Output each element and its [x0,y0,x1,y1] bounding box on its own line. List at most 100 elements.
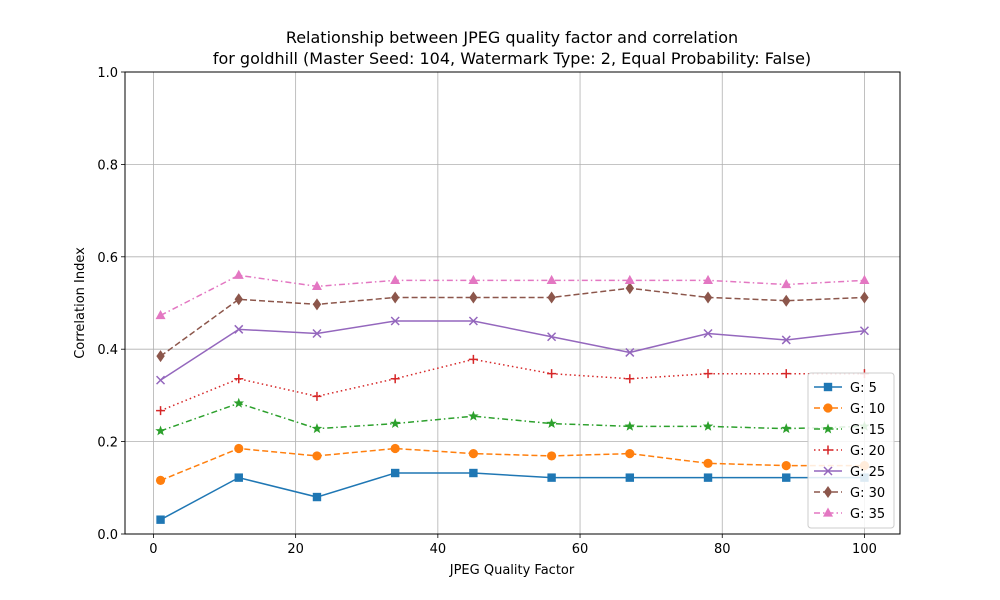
data-point [233,397,244,408]
y-tick-label: 0.6 [97,251,118,266]
series-4 [156,354,869,416]
data-point [234,374,244,384]
y-axis-label: Correlation Index [73,247,88,359]
y-tick-label: 0.8 [97,158,118,173]
x-tick-label: 0 [149,542,157,557]
data-point [156,406,166,416]
data-point [781,335,791,345]
data-point [234,473,243,482]
legend-entry: G: 35 [814,507,885,522]
data-point [155,309,166,320]
chart-title-line-2: for goldhill (Master Seed: 104, Watermar… [213,49,811,68]
data-point [547,369,557,379]
legend-label: G: 20 [850,444,885,459]
data-point [468,316,478,326]
data-point [469,468,478,478]
series-7 [155,269,870,320]
legend: G: 5 G: 10 G: 15 G: 20 G: 25 G: 30 G: 35 [807,372,895,529]
axis-ticks: 0 20 40 60 80 100 0.0 0.2 0.4 0.6 0.8 1.0 [97,66,877,557]
data-point [390,468,400,478]
y-tick-label: 0.2 [97,436,118,451]
legend-marker [823,403,833,413]
data-point [625,374,635,384]
data-point [781,369,791,379]
legend-marker [823,507,833,517]
legend-entry: G: 25 [814,465,885,480]
legend-marker [823,445,833,455]
x-tick-label: 40 [430,542,447,557]
data-point [625,282,635,295]
legend-marker [823,382,833,392]
data-point [625,473,635,482]
series-2 [155,443,870,486]
series-3 [155,397,870,436]
y-tick-label: 1.0 [97,66,118,81]
data-point [781,279,792,289]
data-point [703,473,713,482]
data-point [234,324,244,334]
legend-marker [823,466,833,476]
data-point [155,475,166,486]
series-line [160,447,865,482]
data-point [311,280,322,290]
data-point [860,291,869,304]
data-point [468,449,478,459]
data-point [703,291,713,304]
data-point [781,461,791,471]
legend-label: G: 15 [850,423,885,438]
data-point [547,473,556,482]
series-5 [156,316,869,385]
series-line [160,274,865,317]
legend-entry: G: 5 [814,381,877,396]
x-axis-label: JPEG Quality Factor [449,563,575,578]
y-tick-label: 0.4 [97,343,118,358]
data-point [156,375,166,385]
data-point [702,420,714,431]
legend-entry: G: 30 [814,486,885,501]
data-point [703,369,713,379]
data-point [859,326,869,336]
data-point [782,294,791,307]
x-tick-label: 20 [287,542,304,557]
data-point [156,350,165,363]
data-point [547,332,557,342]
x-tick-label: 80 [714,542,731,557]
data-point [546,274,557,284]
data-point [547,451,557,461]
data-point [311,423,323,434]
legend-label: G: 25 [850,465,885,480]
data-point [546,418,557,429]
data-point [234,443,244,454]
data-point [233,269,244,279]
data-point [782,473,791,482]
data-point [312,391,322,401]
data-point [625,347,635,357]
series-line [160,287,865,357]
legend-label: G: 35 [850,507,885,522]
series-line [160,472,865,521]
series-layer [155,269,870,524]
legend-marker [822,423,834,434]
data-point [468,274,479,284]
data-point [390,316,400,326]
y-tick-label: 0.0 [97,528,118,543]
plot-frame [124,71,901,535]
data-point [312,492,322,502]
data-point [312,328,322,339]
data-point [390,274,401,284]
data-point [547,291,556,304]
data-point [155,425,166,436]
legend-label: G: 5 [850,381,877,396]
data-point [703,328,713,339]
data-point [390,443,400,454]
data-point [468,354,478,364]
data-point [390,291,400,304]
data-point [624,420,636,431]
chart-title-line-1: Relationship between JPEG quality factor… [286,28,738,47]
legend-entry: G: 15 [814,423,885,438]
legend-entry: G: 20 [814,444,885,459]
series-line [160,320,865,381]
series-6 [156,282,869,363]
data-point [468,410,479,421]
